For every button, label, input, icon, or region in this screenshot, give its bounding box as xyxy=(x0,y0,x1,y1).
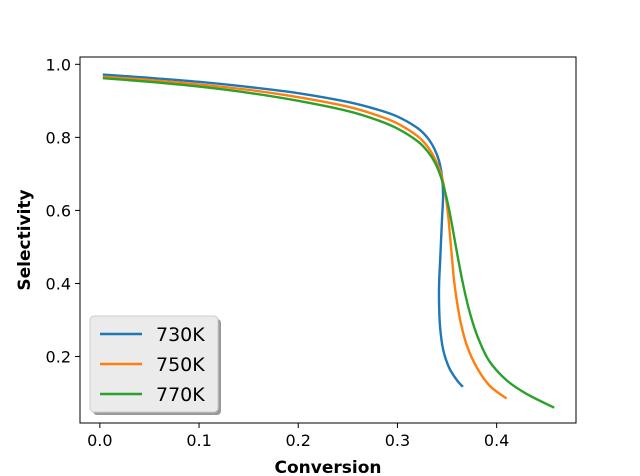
axis-ticks: 0.0 0.1 0.2 0.3 0.4 0.2 0.4 0.6 0.8 1.0 xyxy=(46,55,510,450)
legend-box xyxy=(89,315,219,413)
y-tick-label: 1.0 xyxy=(46,55,71,74)
y-tick-label: 0.6 xyxy=(46,201,71,220)
x-tick-label: 0.3 xyxy=(385,431,410,450)
legend-label: 750K xyxy=(156,354,205,376)
x-axis-label: Conversion xyxy=(275,458,382,476)
x-tick-label: 0.2 xyxy=(286,431,311,450)
series-line-730K xyxy=(102,73,464,388)
x-tick-label: 0.1 xyxy=(186,431,211,450)
y-tick-label: 0.4 xyxy=(46,274,71,293)
legend: 730K 750K 770K xyxy=(89,315,221,415)
y-axis-label: Selectivity xyxy=(15,189,35,290)
y-tick-label: 0.8 xyxy=(46,128,71,147)
plot-frame xyxy=(79,56,577,424)
legend-label: 730K xyxy=(156,324,205,346)
x-tick-label: 0.4 xyxy=(484,431,509,450)
legend-label: 770K xyxy=(156,384,205,406)
series-line-770K xyxy=(102,76,555,409)
y-tick-label: 0.2 xyxy=(46,348,71,367)
series-lines xyxy=(102,73,555,409)
x-tick-label: 0.0 xyxy=(87,431,112,450)
